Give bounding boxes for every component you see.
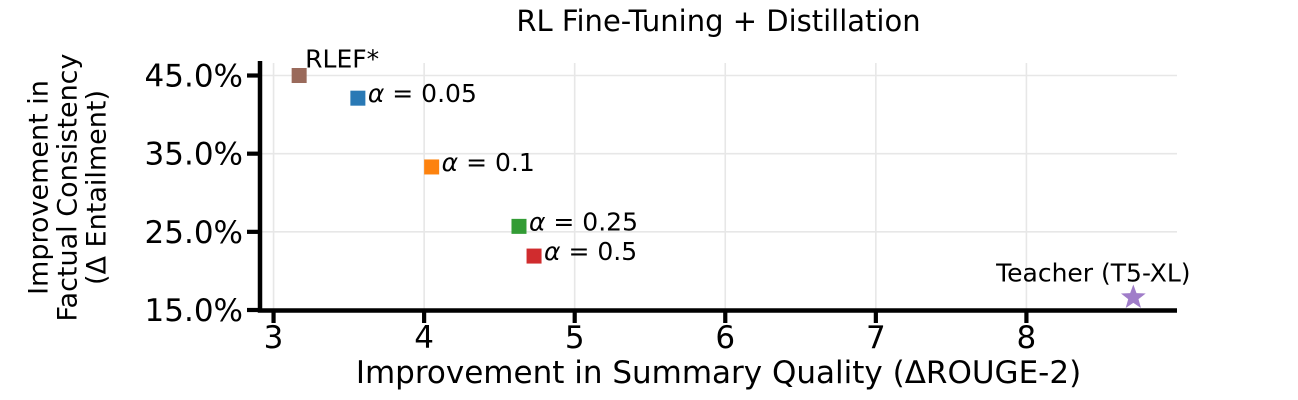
y-tick-label: 15.0% — [145, 293, 243, 329]
y-axis-label-line-1: Improvement in — [23, 79, 55, 295]
y-tick-label: 45.0% — [145, 59, 243, 95]
data-point-alpha-025 — [511, 218, 527, 234]
point-label-alpha-05: α = 0.5 — [544, 237, 637, 266]
data-point-alpha-05 — [526, 248, 542, 264]
data-point-teacher — [1120, 284, 1146, 309]
x-tick-label: 3 — [264, 320, 284, 356]
point-label-alpha-01: α = 0.1 — [442, 148, 535, 177]
point-label-alpha-005: α = 0.05 — [368, 79, 477, 108]
x-tick-label: 4 — [414, 320, 434, 356]
y-tick-label: 35.0% — [145, 137, 243, 173]
chart-title: RL Fine-Tuning + Distillation — [516, 4, 921, 38]
data-point-alpha-005 — [350, 90, 366, 106]
x-tick-label: 7 — [866, 320, 886, 356]
data-point-alpha-01 — [424, 159, 440, 175]
x-tick-label: 8 — [1017, 320, 1037, 356]
x-axis-label: Improvement in Summary Quality (ΔROUGE-2… — [355, 355, 1082, 391]
y-tick-label: 25.0% — [145, 215, 243, 251]
y-axis-label-line-2: Factual Consistency — [52, 52, 84, 322]
x-tick-label: 6 — [715, 320, 735, 356]
point-label-alpha-025: α = 0.25 — [529, 207, 638, 236]
x-tick-label: 5 — [565, 320, 585, 356]
point-label-teacher: Teacher (T5-XL) — [995, 258, 1190, 287]
y-axis-label-line-3: (Δ Entailment) — [81, 89, 113, 285]
data-point-rlef — [291, 68, 307, 84]
point-label-rlef: RLEF* — [305, 45, 379, 74]
